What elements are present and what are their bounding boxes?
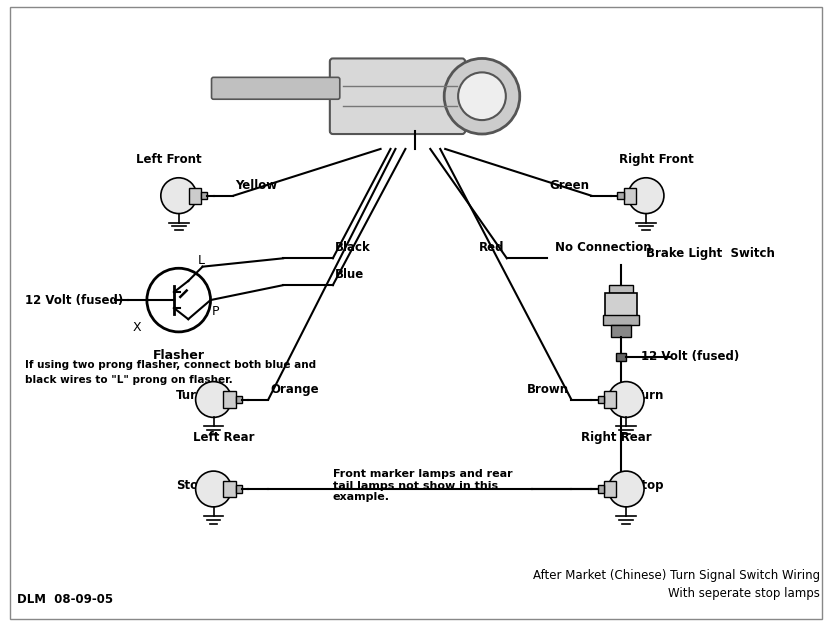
Text: Stop: Stop [175,478,206,491]
Bar [624,188,636,203]
Circle shape [196,471,232,507]
Circle shape [458,73,506,120]
Bar [598,485,604,493]
Text: 12 Volt (fused): 12 Volt (fused) [25,294,123,307]
Text: No Connection: No Connection [555,242,651,254]
Text: Stop: Stop [633,478,664,491]
Bar [189,188,201,203]
Text: L: L [198,254,204,267]
Bar [604,481,616,497]
Text: After Market (Chinese) Turn Signal Switch Wiring
With seperate stop lamps: After Market (Chinese) Turn Signal Switc… [533,568,820,600]
Circle shape [196,382,232,418]
Text: Flasher: Flasher [153,349,205,362]
Bar [223,481,236,497]
Bar [603,315,639,325]
Bar [604,391,616,408]
Text: Brake Light  Switch: Brake Light Switch [646,247,775,260]
Bar [223,391,236,408]
Text: Brown: Brown [528,382,569,396]
Text: black wires to "L" prong on flasher.: black wires to "L" prong on flasher. [25,374,232,384]
Bar [616,353,626,361]
Bar [609,285,633,293]
Text: X: X [133,321,141,334]
Text: If using two prong flasher, connect both blue and: If using two prong flasher, connect both… [25,360,316,370]
Text: Left Front: Left Front [136,153,202,166]
Text: Right Front: Right Front [619,153,693,166]
Text: Front marker lamps and rear
tail lamps not show in this
example.: Front marker lamps and rear tail lamps n… [332,469,513,502]
Text: Turn: Turn [634,389,664,402]
Text: Red: Red [480,242,504,254]
Text: Orange: Orange [270,382,319,396]
FancyBboxPatch shape [212,78,340,100]
Text: Green: Green [549,178,590,192]
Text: Left Rear: Left Rear [193,431,254,444]
Text: Black: Black [335,242,370,254]
Bar [201,192,208,199]
Circle shape [160,178,197,213]
Circle shape [608,471,644,507]
Text: 12 Volt (fused): 12 Volt (fused) [641,351,739,363]
Text: P: P [212,305,219,318]
Bar [236,485,242,493]
FancyBboxPatch shape [330,58,465,134]
Bar [618,192,624,199]
Text: Blue: Blue [335,268,364,281]
Circle shape [629,178,664,213]
Text: Right Rear: Right Rear [581,431,652,444]
Bar [598,396,604,403]
Text: Yellow: Yellow [236,178,278,192]
Text: Turn: Turn [175,389,205,402]
Bar [236,396,242,403]
Circle shape [444,58,519,134]
Circle shape [608,382,644,418]
Bar [611,325,631,337]
Circle shape [147,269,211,332]
Bar [605,293,637,323]
Text: DLM  08-09-05: DLM 08-09-05 [17,593,112,607]
